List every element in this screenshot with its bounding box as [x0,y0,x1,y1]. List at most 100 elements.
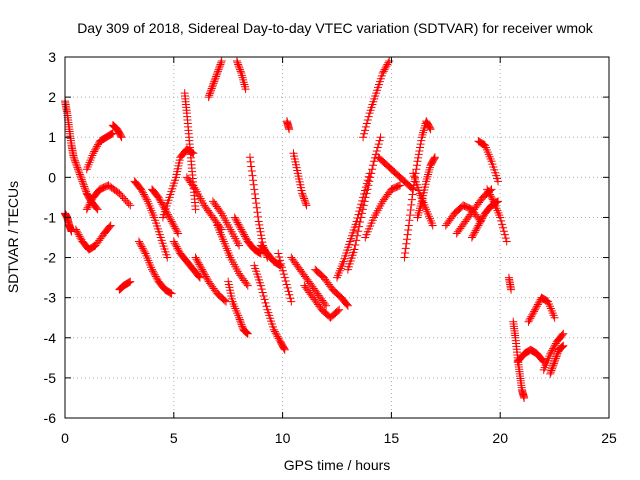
data-point [139,246,148,255]
data-point [419,128,428,137]
data-point [382,62,391,71]
data-point [165,288,174,297]
data-point [361,193,370,202]
data-point [234,62,243,71]
data-point [92,204,101,213]
grid [65,57,609,418]
data-point [224,248,233,257]
data-point [486,192,495,201]
data-point [240,82,249,91]
data-point [76,234,85,243]
data-point [360,126,369,135]
data-point [212,72,221,81]
data-point [507,285,516,294]
data-point [235,63,244,72]
data-point [217,58,226,67]
data-point [366,173,375,182]
data-point [206,87,215,96]
data-point [414,150,423,159]
data-point [241,234,250,243]
data-point [416,140,425,149]
x-tick-label: 25 [601,430,617,446]
data-point [528,310,537,319]
data-point [91,145,100,154]
data-point [424,210,433,219]
data-point [231,215,240,224]
series-arc35 [374,153,418,194]
data-point [208,82,217,91]
data-point [406,211,415,220]
data-point [168,219,177,228]
y-tick-label: 1 [48,129,56,145]
data-point [546,349,555,358]
data-point [374,140,383,149]
data-point [342,300,351,309]
data-point [282,280,291,289]
data-point [74,167,83,176]
data-point [230,302,239,311]
data-point [214,65,223,74]
data-point [72,160,81,169]
y-tick-label: 3 [48,49,56,65]
data-point [486,154,495,163]
data-point [394,181,403,190]
series-arc11 [158,145,198,222]
data-point [242,279,251,288]
data-point [69,153,78,162]
data-point [237,320,246,329]
data-point [80,182,89,191]
data-point [376,133,385,142]
data-point [369,161,378,170]
data-point [549,344,558,353]
data-point [139,190,148,199]
x-ticks: 0 5 10 15 20 25 [61,57,617,446]
data-point [415,204,424,213]
data-point [140,192,149,201]
data-point [548,309,557,318]
data-point [232,306,241,315]
data-point [257,285,266,294]
x-tick-label: 5 [170,430,178,446]
data-point [217,232,226,241]
data-point [251,194,260,203]
data-point [529,309,538,318]
data-point [208,81,217,90]
data-point [417,193,426,202]
data-point [240,232,249,241]
data-point [252,203,261,212]
data-point [234,220,243,229]
data-point [302,201,311,210]
x-tick-label: 20 [492,430,508,446]
data-point [255,248,264,257]
data-point [497,216,506,225]
data-point [243,281,252,290]
data-point [550,341,559,350]
data-point [220,239,229,248]
data-point [414,208,423,217]
data-point [417,136,426,145]
data-point [549,361,558,370]
data-point [149,211,158,220]
data-point [81,185,90,194]
data-point [427,219,436,228]
series-arc14 [182,173,226,234]
data-point [236,223,245,232]
data-point [552,352,561,361]
data-point [174,246,183,255]
data-point [126,277,135,286]
data-point [557,343,566,352]
data-point [300,194,309,203]
data-point [239,75,248,84]
data-point [418,130,427,139]
data-point [77,173,86,182]
data-point [234,60,243,69]
data-point [191,253,200,262]
data-point [219,237,228,246]
data-point [140,247,149,256]
data-point [108,129,117,138]
data-point [201,272,210,281]
data-point [236,317,245,326]
series-arc5 [82,181,135,214]
data-point [250,185,259,194]
data-point [400,253,409,262]
